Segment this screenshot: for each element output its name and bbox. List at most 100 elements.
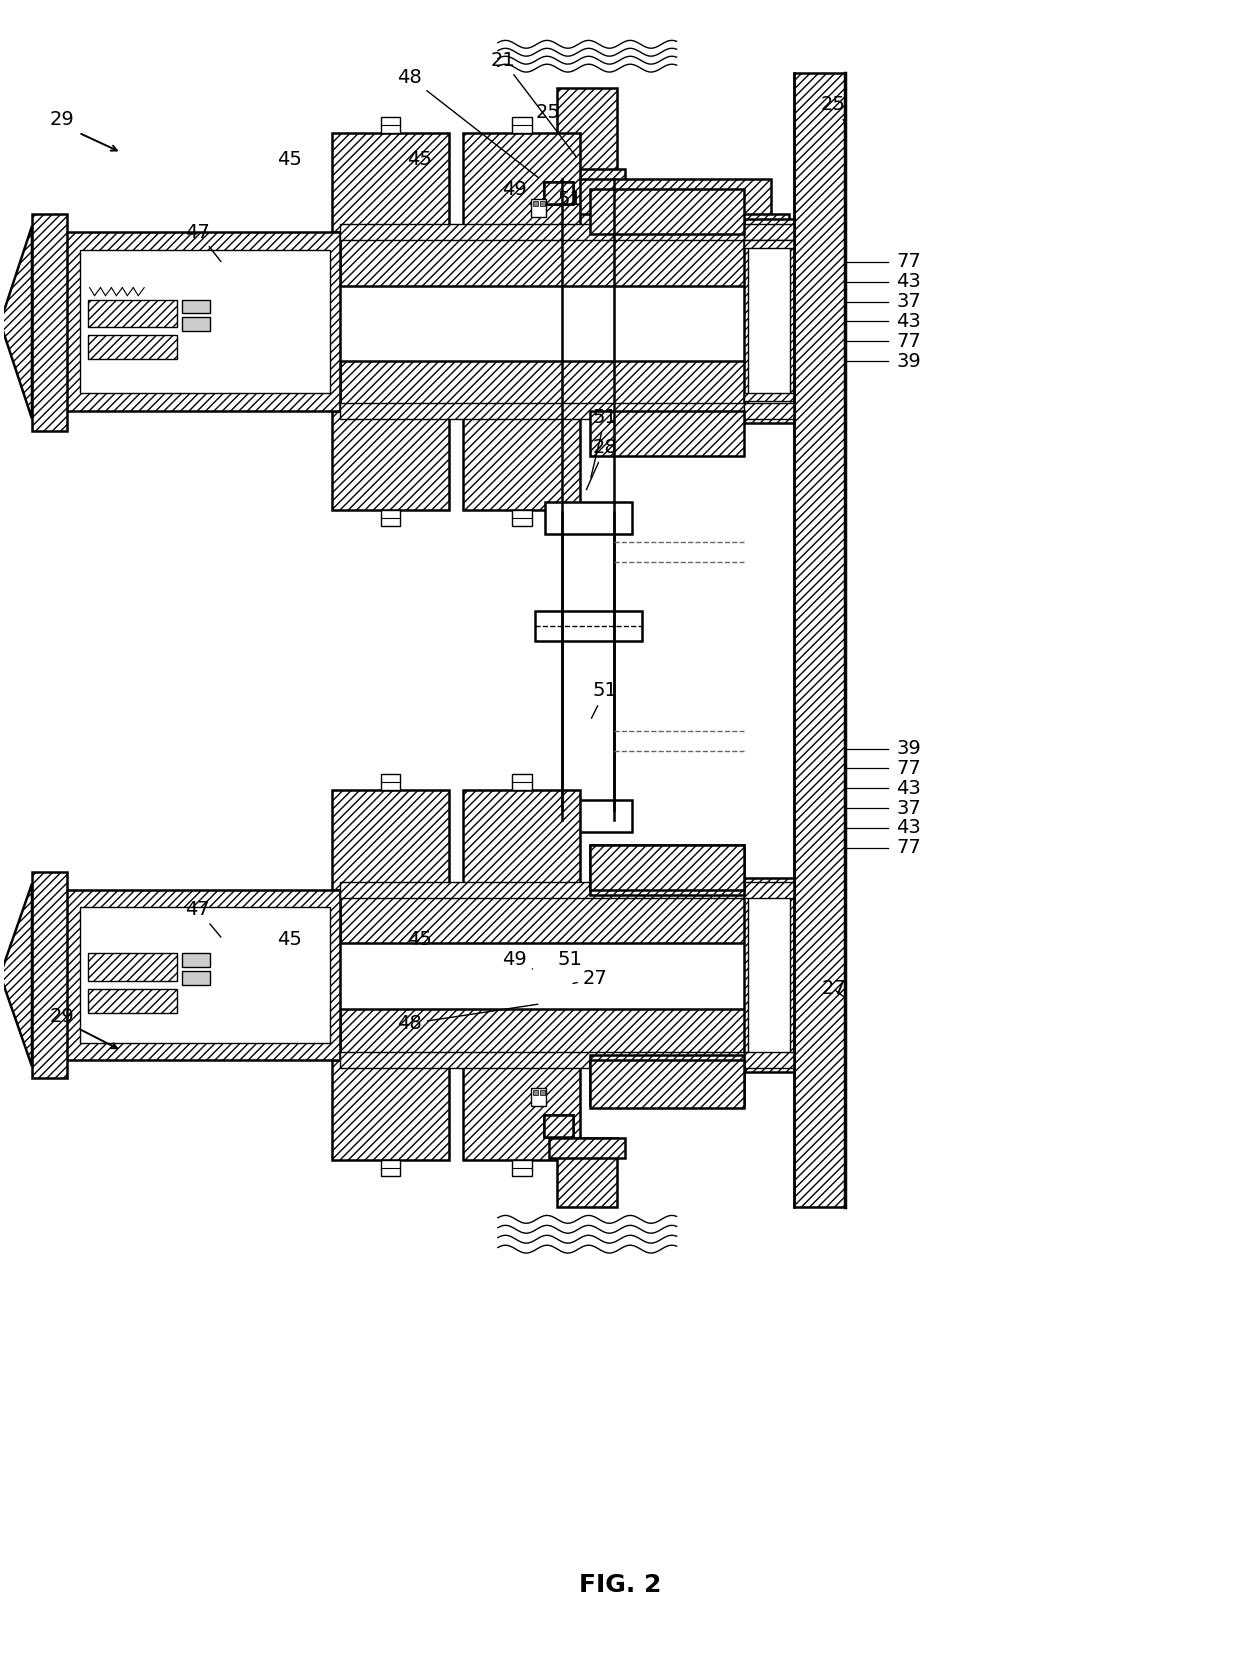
Bar — [332, 1060, 449, 1159]
Bar — [544, 801, 632, 832]
Text: 47: 47 — [186, 223, 221, 261]
Text: 29: 29 — [50, 1007, 74, 1025]
Text: 39: 39 — [897, 352, 921, 370]
Bar — [543, 1115, 573, 1136]
Bar — [182, 318, 210, 331]
Text: 37: 37 — [897, 293, 921, 311]
Bar — [88, 953, 177, 981]
Text: 51: 51 — [558, 949, 583, 969]
Bar — [744, 1052, 794, 1068]
Text: 45: 45 — [407, 151, 432, 169]
Bar — [590, 410, 744, 455]
Bar — [534, 612, 642, 642]
Bar — [182, 299, 210, 314]
Bar — [512, 509, 532, 526]
Text: 51: 51 — [591, 681, 618, 718]
Bar — [340, 361, 794, 410]
Bar — [463, 410, 580, 509]
Bar — [744, 404, 794, 418]
Bar — [66, 232, 340, 410]
Bar — [563, 213, 789, 237]
Bar — [340, 223, 744, 240]
Bar — [544, 503, 632, 534]
Text: 25: 25 — [821, 96, 846, 122]
Bar — [381, 774, 401, 791]
Bar — [332, 410, 449, 509]
Text: 51: 51 — [558, 190, 583, 208]
Bar — [744, 240, 794, 248]
Bar — [590, 1055, 744, 1105]
Text: 48: 48 — [397, 1004, 538, 1034]
Text: 77: 77 — [897, 759, 921, 777]
Bar — [539, 202, 544, 207]
Bar — [563, 179, 771, 232]
Bar — [744, 878, 794, 1072]
Bar — [744, 882, 794, 898]
Bar — [381, 509, 401, 526]
Text: 43: 43 — [897, 273, 921, 291]
Text: 77: 77 — [897, 839, 921, 857]
Bar — [32, 872, 67, 1078]
Bar — [543, 182, 573, 203]
Text: 77: 77 — [897, 253, 921, 271]
Text: 43: 43 — [897, 313, 921, 331]
Bar — [463, 1060, 580, 1159]
Text: 29: 29 — [50, 111, 74, 129]
Bar — [340, 882, 744, 898]
Text: 37: 37 — [897, 799, 921, 817]
Bar — [744, 223, 794, 240]
Bar — [340, 1009, 794, 1060]
Text: 77: 77 — [897, 332, 921, 351]
Bar — [340, 1052, 744, 1068]
Bar — [88, 336, 177, 359]
Bar — [340, 404, 744, 418]
Text: 45: 45 — [277, 151, 301, 169]
Bar — [340, 890, 794, 943]
Bar — [79, 250, 330, 394]
Bar — [744, 394, 794, 400]
Bar — [531, 1088, 547, 1107]
Bar — [590, 189, 744, 233]
Bar — [463, 791, 580, 890]
Text: 27: 27 — [573, 969, 608, 989]
Bar — [748, 895, 790, 1055]
Bar — [332, 132, 449, 232]
Text: 25: 25 — [536, 103, 560, 122]
Bar — [558, 88, 618, 189]
Bar — [549, 1138, 625, 1158]
Text: 45: 45 — [407, 930, 432, 949]
Bar — [533, 202, 538, 207]
Text: 43: 43 — [897, 819, 921, 837]
Bar — [590, 845, 744, 890]
Text: 45: 45 — [277, 930, 301, 949]
Bar — [558, 1138, 618, 1207]
Text: 21: 21 — [490, 51, 577, 157]
Bar — [381, 117, 401, 132]
Bar — [463, 132, 580, 232]
Bar — [182, 971, 210, 984]
Bar — [748, 237, 790, 405]
Text: 47: 47 — [186, 900, 221, 938]
Bar — [744, 218, 794, 423]
Bar — [563, 513, 614, 820]
Bar — [539, 1090, 544, 1095]
Bar — [590, 845, 744, 895]
Polygon shape — [0, 227, 32, 418]
Bar — [794, 73, 846, 1207]
Polygon shape — [0, 883, 32, 1067]
Bar — [533, 1090, 538, 1095]
Text: 43: 43 — [897, 779, 921, 797]
Bar — [512, 117, 532, 132]
Bar — [88, 299, 177, 327]
Text: 51: 51 — [590, 409, 618, 478]
Bar — [512, 1159, 532, 1176]
Bar — [531, 198, 547, 217]
Bar — [340, 232, 794, 286]
Bar — [543, 1115, 573, 1136]
Text: 28: 28 — [587, 438, 618, 490]
Text: FIG. 2: FIG. 2 — [579, 1573, 661, 1596]
Text: 48: 48 — [397, 68, 538, 177]
Bar — [32, 213, 67, 430]
Bar — [79, 908, 330, 1042]
Text: 49: 49 — [502, 180, 531, 205]
